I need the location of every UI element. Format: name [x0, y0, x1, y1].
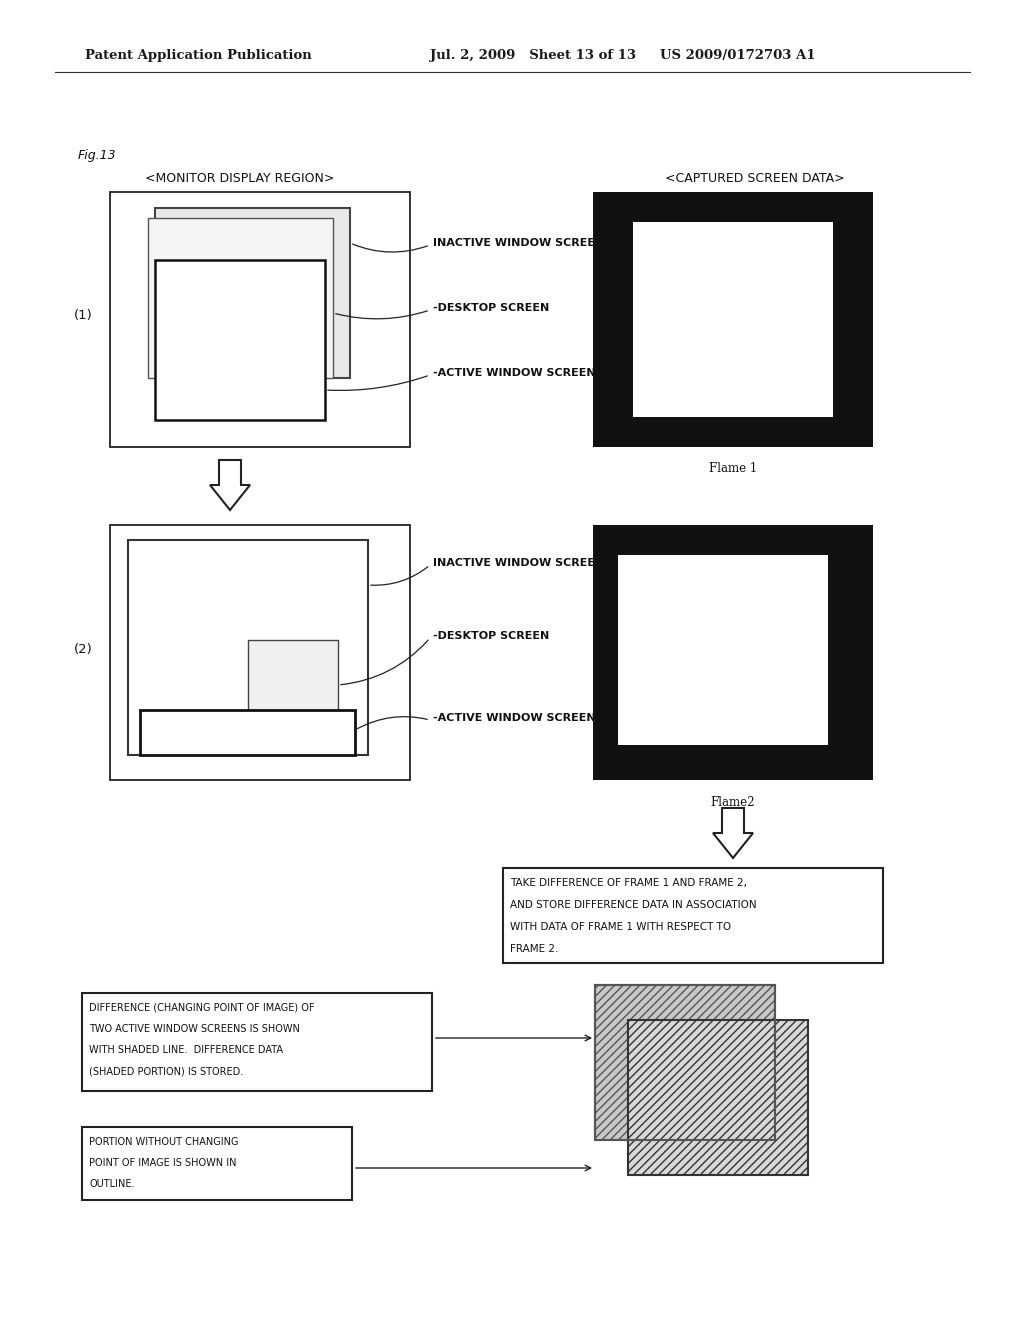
Text: Jul. 2, 2009   Sheet 13 of 13: Jul. 2, 2009 Sheet 13 of 13 [430, 49, 636, 62]
Text: FRAME 2.: FRAME 2. [510, 944, 558, 954]
Bar [110, 191, 410, 447]
Polygon shape [210, 459, 250, 510]
Bar [140, 710, 355, 755]
Bar [110, 525, 410, 780]
Text: Flame2: Flame2 [711, 796, 756, 808]
Text: <CAPTURED SCREEN DATA>: <CAPTURED SCREEN DATA> [666, 172, 845, 185]
Text: (SHADED PORTION) IS STORED.: (SHADED PORTION) IS STORED. [89, 1067, 244, 1076]
Bar [628, 1020, 808, 1175]
Text: TWO ACTIVE WINDOW SCREENS IS SHOWN: TWO ACTIVE WINDOW SCREENS IS SHOWN [89, 1024, 300, 1034]
Text: INACTIVE WINDOW SCREEN: INACTIVE WINDOW SCREEN [433, 558, 604, 568]
Text: INACTIVE WINDOW SCREEN: INACTIVE WINDOW SCREEN [433, 238, 604, 248]
Text: Flame 1: Flame 1 [709, 462, 757, 475]
Text: DIFFERENCE (CHANGING POINT OF IMAGE) OF: DIFFERENCE (CHANGING POINT OF IMAGE) OF [89, 1003, 314, 1012]
Text: -ACTIVE WINDOW SCREEN: -ACTIVE WINDOW SCREEN [433, 368, 596, 378]
Bar [595, 985, 775, 1140]
Bar [148, 218, 333, 378]
Text: Fig.13: Fig.13 [78, 149, 117, 161]
Bar [595, 985, 775, 1140]
Text: -DESKTOP SCREEN: -DESKTOP SCREEN [433, 631, 549, 642]
Bar [128, 540, 368, 755]
Bar [82, 993, 432, 1092]
Text: WITH DATA OF FRAME 1 WITH RESPECT TO: WITH DATA OF FRAME 1 WITH RESPECT TO [510, 921, 731, 932]
Polygon shape [713, 808, 753, 858]
Text: TAKE DIFFERENCE OF FRAME 1 AND FRAME 2,: TAKE DIFFERENCE OF FRAME 1 AND FRAME 2, [510, 878, 746, 888]
Bar [248, 640, 338, 730]
Text: AND STORE DIFFERENCE DATA IN ASSOCIATION: AND STORE DIFFERENCE DATA IN ASSOCIATION [510, 900, 757, 909]
Text: PORTION WITHOUT CHANGING: PORTION WITHOUT CHANGING [89, 1137, 239, 1147]
Bar [155, 260, 325, 420]
Bar [503, 869, 883, 964]
Text: -DESKTOP SCREEN: -DESKTOP SCREEN [433, 304, 549, 313]
Text: (2): (2) [74, 644, 92, 656]
Text: <MONITOR DISPLAY REGION>: <MONITOR DISPLAY REGION> [145, 172, 335, 185]
Text: OUTLINE.: OUTLINE. [89, 1179, 134, 1189]
Bar [633, 222, 833, 417]
Text: (1): (1) [74, 309, 92, 322]
Bar [618, 554, 828, 744]
Text: POINT OF IMAGE IS SHOWN IN: POINT OF IMAGE IS SHOWN IN [89, 1158, 237, 1168]
Text: US 2009/0172703 A1: US 2009/0172703 A1 [660, 49, 815, 62]
Bar [82, 1127, 352, 1200]
Text: Patent Application Publication: Patent Application Publication [85, 49, 311, 62]
Bar [593, 525, 873, 780]
Text: WITH SHADED LINE.  DIFFERENCE DATA: WITH SHADED LINE. DIFFERENCE DATA [89, 1045, 283, 1055]
Bar [593, 191, 873, 447]
Text: -ACTIVE WINDOW SCREEN: -ACTIVE WINDOW SCREEN [433, 713, 596, 723]
Bar [155, 209, 350, 378]
